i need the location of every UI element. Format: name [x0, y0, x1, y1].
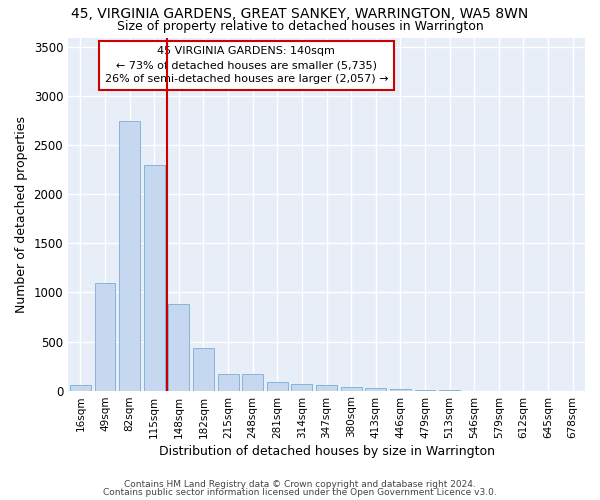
Text: Size of property relative to detached houses in Warrington: Size of property relative to detached ho…	[116, 20, 484, 33]
Bar	[169, 304, 189, 390]
Bar	[365, 388, 386, 390]
Bar	[242, 374, 263, 390]
Bar	[267, 382, 288, 390]
Bar	[70, 385, 91, 390]
Bar	[193, 348, 214, 391]
Bar	[144, 165, 164, 390]
Bar	[390, 388, 411, 390]
Bar	[316, 385, 337, 390]
Bar	[218, 374, 239, 390]
Bar	[341, 386, 362, 390]
Bar	[95, 282, 115, 391]
Text: 45 VIRGINIA GARDENS: 140sqm
← 73% of detached houses are smaller (5,735)
26% of : 45 VIRGINIA GARDENS: 140sqm ← 73% of det…	[104, 46, 388, 84]
Text: 45, VIRGINIA GARDENS, GREAT SANKEY, WARRINGTON, WA5 8WN: 45, VIRGINIA GARDENS, GREAT SANKEY, WARR…	[71, 8, 529, 22]
Bar	[292, 384, 313, 390]
Text: Contains HM Land Registry data © Crown copyright and database right 2024.: Contains HM Land Registry data © Crown c…	[124, 480, 476, 489]
Y-axis label: Number of detached properties: Number of detached properties	[15, 116, 28, 312]
Bar	[119, 121, 140, 390]
X-axis label: Distribution of detached houses by size in Warrington: Distribution of detached houses by size …	[158, 444, 494, 458]
Text: Contains public sector information licensed under the Open Government Licence v3: Contains public sector information licen…	[103, 488, 497, 497]
